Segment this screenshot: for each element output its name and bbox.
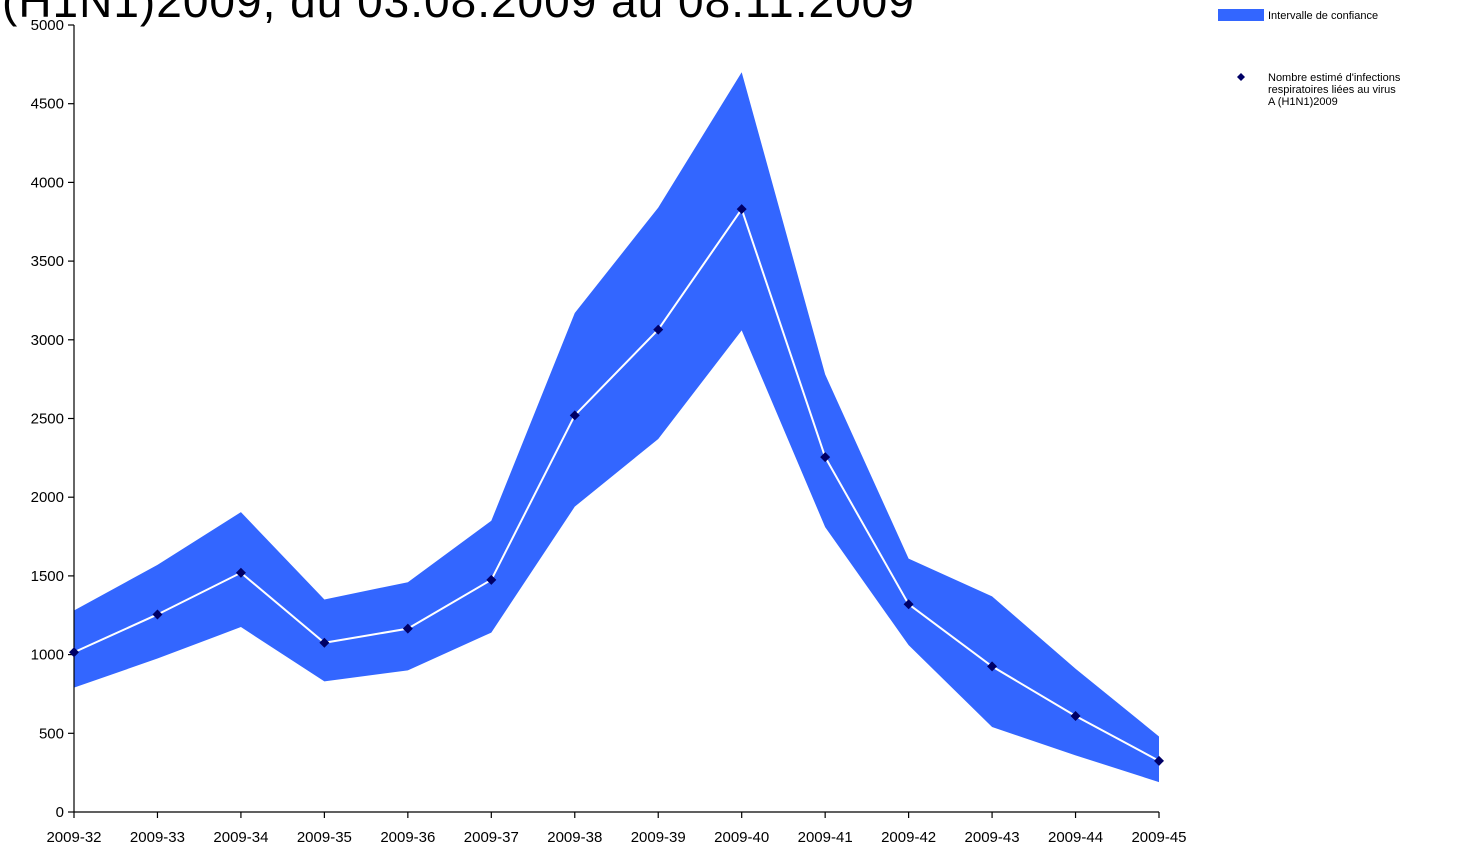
x-tick-label: 2009-41 xyxy=(798,829,853,846)
x-tick-label: 2009-42 xyxy=(881,829,936,846)
legend-line-label: Nombre estimé d'infections xyxy=(1268,72,1401,84)
y-tick-label: 500 xyxy=(39,725,64,742)
y-tick-label: 0 xyxy=(56,804,64,821)
x-tick-label: 2009-45 xyxy=(1131,829,1186,846)
axes: 0 500 1000 1500 2000 2500 3000 3500 4000 4500 5000… xyxy=(31,17,1187,846)
x-tick-label: 2009-38 xyxy=(547,829,602,846)
confidence-band-layer xyxy=(74,72,1159,783)
x-tick-label: 2009-33 xyxy=(130,829,185,846)
x-tick-label: 2009-35 xyxy=(297,829,352,846)
x-tick-label: 2009-32 xyxy=(46,829,101,846)
data-point-marker xyxy=(653,324,664,335)
data-point-marker xyxy=(319,637,330,648)
y-tick-label: 2500 xyxy=(31,411,64,428)
data-point-marker xyxy=(1154,755,1164,766)
series-line xyxy=(73,206,1160,762)
legend-line-marker xyxy=(1237,73,1245,81)
confidence-band xyxy=(74,72,1159,783)
y-tick-label: 3500 xyxy=(31,253,64,270)
legend-band-label: Intervalle de confiance xyxy=(1268,10,1378,22)
data-point-marker xyxy=(569,410,580,421)
x-tick-label: 2009-37 xyxy=(464,829,519,846)
data-point-marker xyxy=(987,661,998,672)
x-tick-label: 2009-34 xyxy=(213,829,268,846)
data-point-marker xyxy=(1070,710,1081,721)
x-tick-label: 2009-40 xyxy=(714,829,769,846)
y-tick-label: 2000 xyxy=(31,489,64,506)
data-point-marker xyxy=(486,574,497,585)
data-point-marker xyxy=(69,647,79,658)
x-tick-label: 2009-44 xyxy=(1048,829,1103,846)
legend: Intervalle de confiance Nombre estimé d'i… xyxy=(1218,9,1401,108)
data-point-marker xyxy=(402,623,413,634)
x-tick-label: 2009-39 xyxy=(631,829,686,846)
legend-line-label: A (H1N1)2009 xyxy=(1268,96,1338,108)
y-tick-label: 1500 xyxy=(31,568,64,585)
data-point-marker xyxy=(820,452,831,463)
data-point-marker xyxy=(903,599,914,610)
data-point-marker xyxy=(736,204,747,215)
y-tick-label: 4000 xyxy=(31,174,64,191)
y-tick-label: 3000 xyxy=(31,332,64,349)
chart-title: (H1N1)2009, du 03.08.2009 au 08.11.2009 xyxy=(2,0,915,27)
data-points-layer xyxy=(69,204,1164,766)
x-tick-label: 2009-36 xyxy=(380,829,435,846)
data-point-marker xyxy=(235,567,246,578)
legend-band-swatch xyxy=(1218,9,1264,21)
y-tick-label: 4500 xyxy=(31,96,64,113)
x-tick-label: 2009-43 xyxy=(965,829,1020,846)
y-tick-label: 5000 xyxy=(31,17,64,34)
data-point-marker xyxy=(152,609,163,620)
legend-line-label: respiratoires liées au virus xyxy=(1268,84,1396,96)
y-tick-label: 1000 xyxy=(31,647,64,664)
series-line-layer xyxy=(73,206,1160,762)
